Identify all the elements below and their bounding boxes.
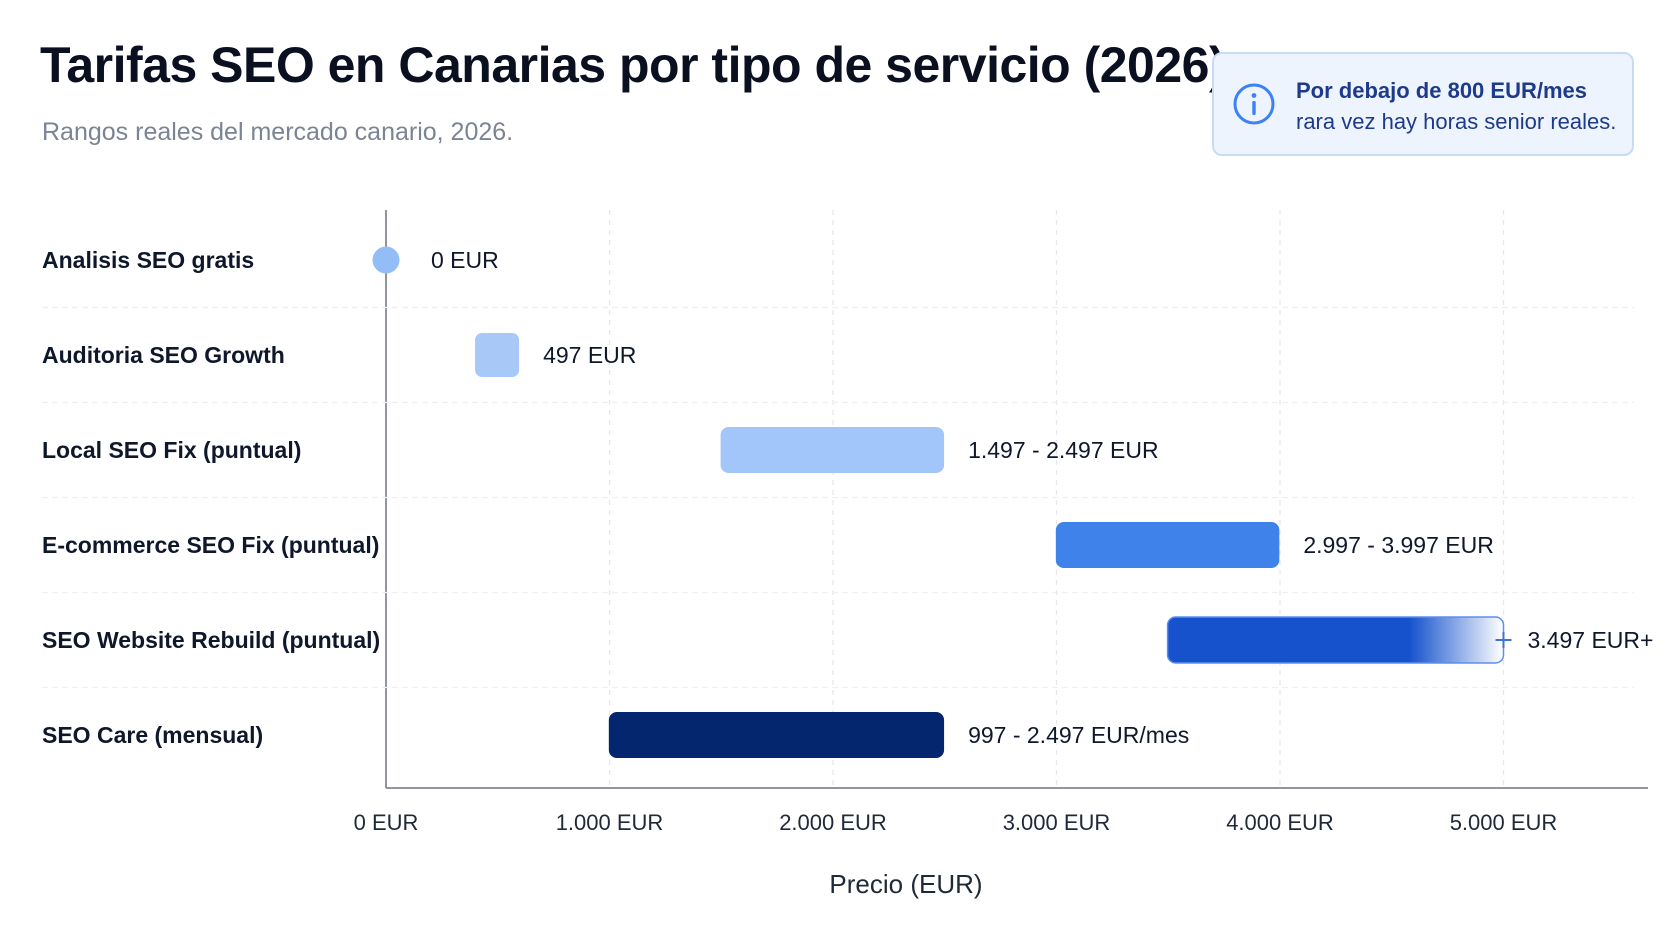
category-label: E-commerce SEO Fix (puntual) (42, 532, 379, 558)
price-range-bar (1055, 522, 1280, 568)
price-label: 0 EUR (431, 247, 499, 273)
x-axis-label: Precio (EUR) (829, 869, 982, 899)
category-label: Auditoria SEO Growth (42, 342, 285, 368)
x-tick-label: 5.000 EUR (1450, 810, 1558, 835)
category-label: Analisis SEO gratis (42, 247, 254, 273)
callout-line-1: Por debajo de 800 EUR/mes (1296, 78, 1587, 103)
price-point (475, 333, 520, 377)
plus-icon (1495, 632, 1512, 648)
x-tick-label: 2.000 EUR (779, 810, 887, 835)
price-range-bar (1166, 616, 1505, 664)
price-point (372, 246, 400, 274)
price-label: 2.997 - 3.997 EUR (1303, 532, 1494, 558)
price-label: 3.497 EUR+ (1528, 627, 1654, 653)
price-label: 497 EUR (543, 342, 636, 368)
x-tick-label: 3.000 EUR (1003, 810, 1111, 835)
info-callout: Por debajo de 800 EUR/mes rara vez hay h… (1212, 52, 1634, 156)
info-icon (1233, 83, 1275, 125)
x-tick-label: 0 EUR (354, 810, 419, 835)
category-label: SEO Care (mensual) (42, 722, 263, 748)
x-tick-label: 1.000 EUR (556, 810, 664, 835)
category-label: SEO Website Rebuild (puntual) (42, 627, 380, 653)
callout-line-2: rara vez hay horas senior reales. (1296, 109, 1617, 134)
price-range-bar (720, 427, 945, 473)
category-label: Local SEO Fix (puntual) (42, 437, 301, 463)
x-tick-label: 4.000 EUR (1226, 810, 1334, 835)
chart-title: Tarifas SEO en Canarias por tipo de serv… (40, 37, 1226, 93)
chart-subtitle: Rangos reales del mercado canario, 2026. (42, 118, 514, 146)
price-label: 997 - 2.497 EUR/mes (968, 722, 1189, 748)
price-range-bar (608, 712, 945, 758)
price-label: 1.497 - 2.497 EUR (968, 437, 1159, 463)
